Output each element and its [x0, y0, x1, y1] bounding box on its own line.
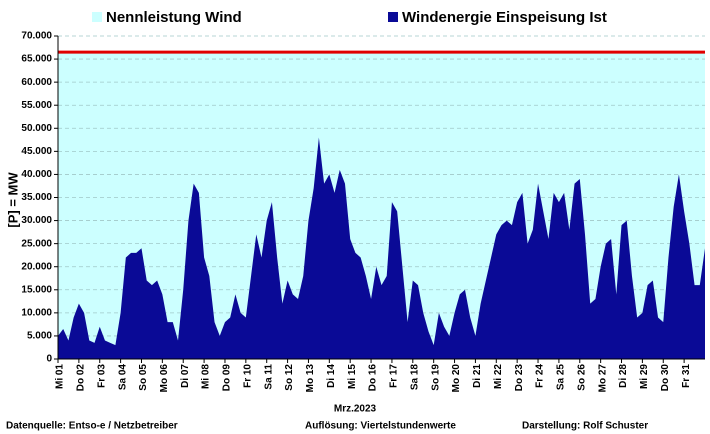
x-tick-label: Sa 18: [409, 364, 420, 391]
y-tick-label: 15.000: [21, 284, 52, 295]
y-tick-label: 65.000: [21, 54, 52, 65]
x-tick-label: So 12: [284, 364, 295, 391]
footer-source: Datenquelle: Entso-e / Netzbetreiber: [6, 421, 178, 432]
y-tick-label: 40.000: [21, 169, 52, 180]
legend-label: Windenergie Einspeisung Ist: [402, 9, 607, 26]
y-tick-label: 10.000: [21, 307, 52, 318]
x-tick-label: Sa 25: [556, 364, 567, 391]
x-axis-title: Mrz.2023: [334, 404, 377, 415]
y-axis-title: [P] = MW: [5, 172, 20, 228]
y-tick-label: 20.000: [21, 261, 52, 272]
x-tick-label: Do 30: [660, 364, 671, 392]
x-tick-label: Do 02: [76, 364, 87, 392]
x-tick-label: Sa 04: [117, 364, 128, 391]
x-tick-label: Mi 22: [493, 364, 504, 389]
x-tick-label: Mi 29: [639, 364, 650, 389]
x-tick-label: Do 16: [368, 364, 379, 392]
x-tick-label: Mi 01: [55, 364, 66, 389]
x-tick-label: Fr 03: [96, 364, 107, 388]
x-tick-label: Di 28: [618, 364, 629, 388]
x-tick-label: Mo 20: [451, 364, 462, 393]
legend-label: Nennleistung Wind: [106, 9, 242, 26]
area: [58, 137, 705, 359]
x-tick-label: Do 09: [222, 364, 233, 392]
y-tick-label: 5.000: [27, 331, 52, 342]
y-tick-label: 35.000: [21, 192, 52, 203]
x-tick-label: Di 07: [180, 364, 191, 388]
x-tick-label: Fr 17: [389, 364, 400, 388]
x-tick-label: Do 23: [514, 364, 525, 392]
y-tick-label: 25.000: [21, 238, 52, 249]
y-tick-label: 0: [46, 354, 52, 365]
x-tick-label: Fr 31: [681, 364, 692, 388]
y-tick-label: 60.000: [21, 77, 52, 88]
y-tick-label: 45.000: [21, 146, 52, 157]
x-tick-label: Di 14: [326, 364, 337, 388]
x-tick-label: Mi 08: [201, 364, 212, 389]
x-tick-label: Fr 24: [535, 364, 546, 388]
footer-author: Darstellung: Rolf Schuster: [522, 421, 648, 432]
y-tick-label: 70.000: [21, 31, 52, 42]
x-tick-label: So 05: [138, 364, 149, 391]
y-tick-label: 50.000: [21, 123, 52, 134]
x-tick-label: Mo 06: [159, 364, 170, 393]
y-tick-label: 30.000: [21, 215, 52, 226]
y-tick-label: 55.000: [21, 100, 52, 111]
legend-swatch: [388, 12, 398, 22]
legend-swatch: [92, 12, 102, 22]
x-tick-label: Mi 15: [347, 364, 358, 389]
x-tick-label: Mo 27: [597, 364, 608, 393]
x-tick-label: So 26: [576, 364, 587, 391]
x-tick-label: So 19: [430, 364, 441, 391]
footer-resolution: Auflösung: Viertelstundenwerte: [305, 421, 456, 432]
x-tick-label: Sa 11: [263, 364, 274, 390]
x-tick-label: Fr 10: [242, 364, 253, 388]
x-tick-label: Mo 13: [305, 364, 316, 393]
x-tick-label: Di 21: [472, 364, 483, 388]
